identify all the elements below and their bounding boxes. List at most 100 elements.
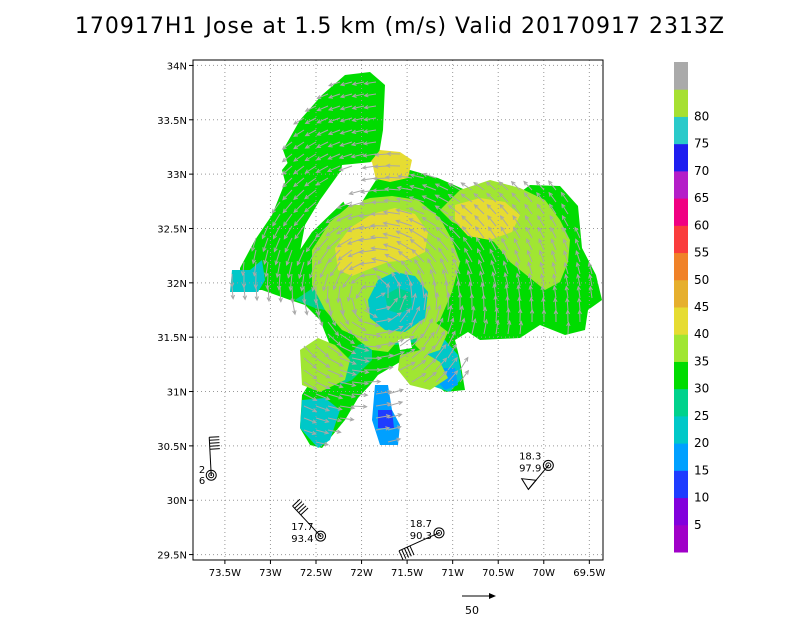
wind-vector [359, 273, 377, 278]
wind-vector [507, 319, 512, 335]
wind-barb [208, 437, 212, 476]
wind-vector [304, 105, 317, 112]
wind-vector [466, 269, 473, 287]
wind-vector [293, 141, 305, 150]
wind-vector [499, 215, 509, 227]
wind-vector [363, 333, 382, 338]
colorbar-label: 40 [694, 327, 709, 341]
wind-vector [499, 203, 509, 215]
wind-vector [447, 370, 459, 383]
wind-vector [315, 405, 331, 412]
wind-vector [350, 153, 365, 159]
wind-vector [281, 141, 293, 150]
wind-speed-region [415, 322, 448, 355]
wind-vector [384, 253, 401, 263]
wind-vector [421, 216, 437, 227]
wind-vector [372, 176, 389, 181]
colorbar-label: 60 [694, 218, 709, 232]
wind-vector [561, 214, 569, 227]
wind-vector [327, 429, 342, 434]
wind-vector [327, 417, 343, 423]
wind-vector [304, 189, 317, 200]
wind-vector [304, 165, 317, 174]
lat-tick-label: 33.5N [157, 116, 187, 127]
wind-vector [414, 258, 425, 275]
wind-vector [538, 238, 545, 251]
wind-vector [574, 226, 581, 239]
wind-vector [319, 261, 329, 279]
no-data-gap [398, 338, 412, 350]
wind-vector [326, 237, 341, 250]
wind-vector [518, 320, 524, 335]
wind-vector [363, 321, 381, 328]
wind-speed-region [378, 410, 394, 428]
colorbar-swatch [674, 361, 688, 390]
wind-vector [375, 414, 391, 419]
wind-vector [399, 335, 415, 347]
wind-vector [435, 370, 448, 383]
wind-vector [338, 165, 353, 172]
colorbar-swatch [674, 225, 688, 254]
wind-vector [315, 153, 329, 161]
wind-speed-region [300, 398, 340, 448]
station-value-top: 2 [199, 465, 205, 476]
wind-vector [409, 173, 425, 179]
wind-vector [452, 258, 461, 275]
wind-vector [296, 249, 305, 267]
wind-vector [332, 273, 341, 291]
wind-vector [423, 237, 437, 251]
wind-vector [473, 192, 485, 203]
wind-vector [548, 203, 557, 215]
wind-vector [577, 297, 582, 311]
wind-vector [487, 215, 497, 227]
wind-vector [395, 208, 413, 215]
colorbar-swatch [674, 89, 688, 117]
wind-vector [336, 201, 353, 209]
wind-vector [387, 425, 402, 431]
wind-vector [370, 246, 389, 251]
wind-vector [346, 285, 353, 303]
wind-vector [316, 93, 329, 100]
wind-vector [327, 405, 343, 411]
wind-vector [329, 261, 341, 277]
wind-vector [342, 273, 353, 289]
wind-vector [361, 165, 377, 170]
wind-vector [474, 225, 485, 239]
station-value-bottom: 90.3 [410, 531, 432, 542]
wind-vector [434, 291, 440, 311]
wind-barb-feather [209, 439, 220, 441]
wind-vector [351, 129, 365, 135]
wind-vector [395, 197, 413, 203]
colorbar-label: 75 [694, 137, 709, 151]
wind-vector [382, 221, 401, 227]
wind-barb-feather [404, 548, 410, 558]
colorbar-label: 70 [694, 164, 709, 178]
wind-vector [230, 285, 236, 300]
wind-barb [398, 532, 440, 552]
station-value-top: 18.3 [519, 451, 541, 462]
wind-vector [363, 105, 377, 110]
wind-vector [286, 261, 293, 279]
wind-vector [299, 273, 305, 292]
wind-vector [506, 307, 511, 323]
wind-vector [362, 153, 377, 158]
wind-vector [421, 184, 437, 191]
wind-vector [399, 348, 416, 359]
wind-speed-region [482, 270, 502, 302]
wind-vector [337, 249, 353, 261]
wind-vector [317, 249, 329, 265]
wind-vector [351, 105, 365, 110]
wind-vector [294, 225, 305, 240]
wind-vector [351, 345, 370, 352]
wind-vector [498, 181, 509, 191]
wind-vector [588, 285, 593, 299]
colorbar-swatch [674, 415, 688, 444]
wind-vector [475, 236, 485, 251]
colorbar-label: 15 [694, 463, 709, 477]
wind-vector [327, 153, 341, 160]
wind-vector [577, 309, 582, 323]
wind-vector [284, 237, 293, 253]
wind-vector [315, 393, 331, 401]
wind-vector [363, 379, 382, 384]
wind-vector [304, 117, 317, 124]
